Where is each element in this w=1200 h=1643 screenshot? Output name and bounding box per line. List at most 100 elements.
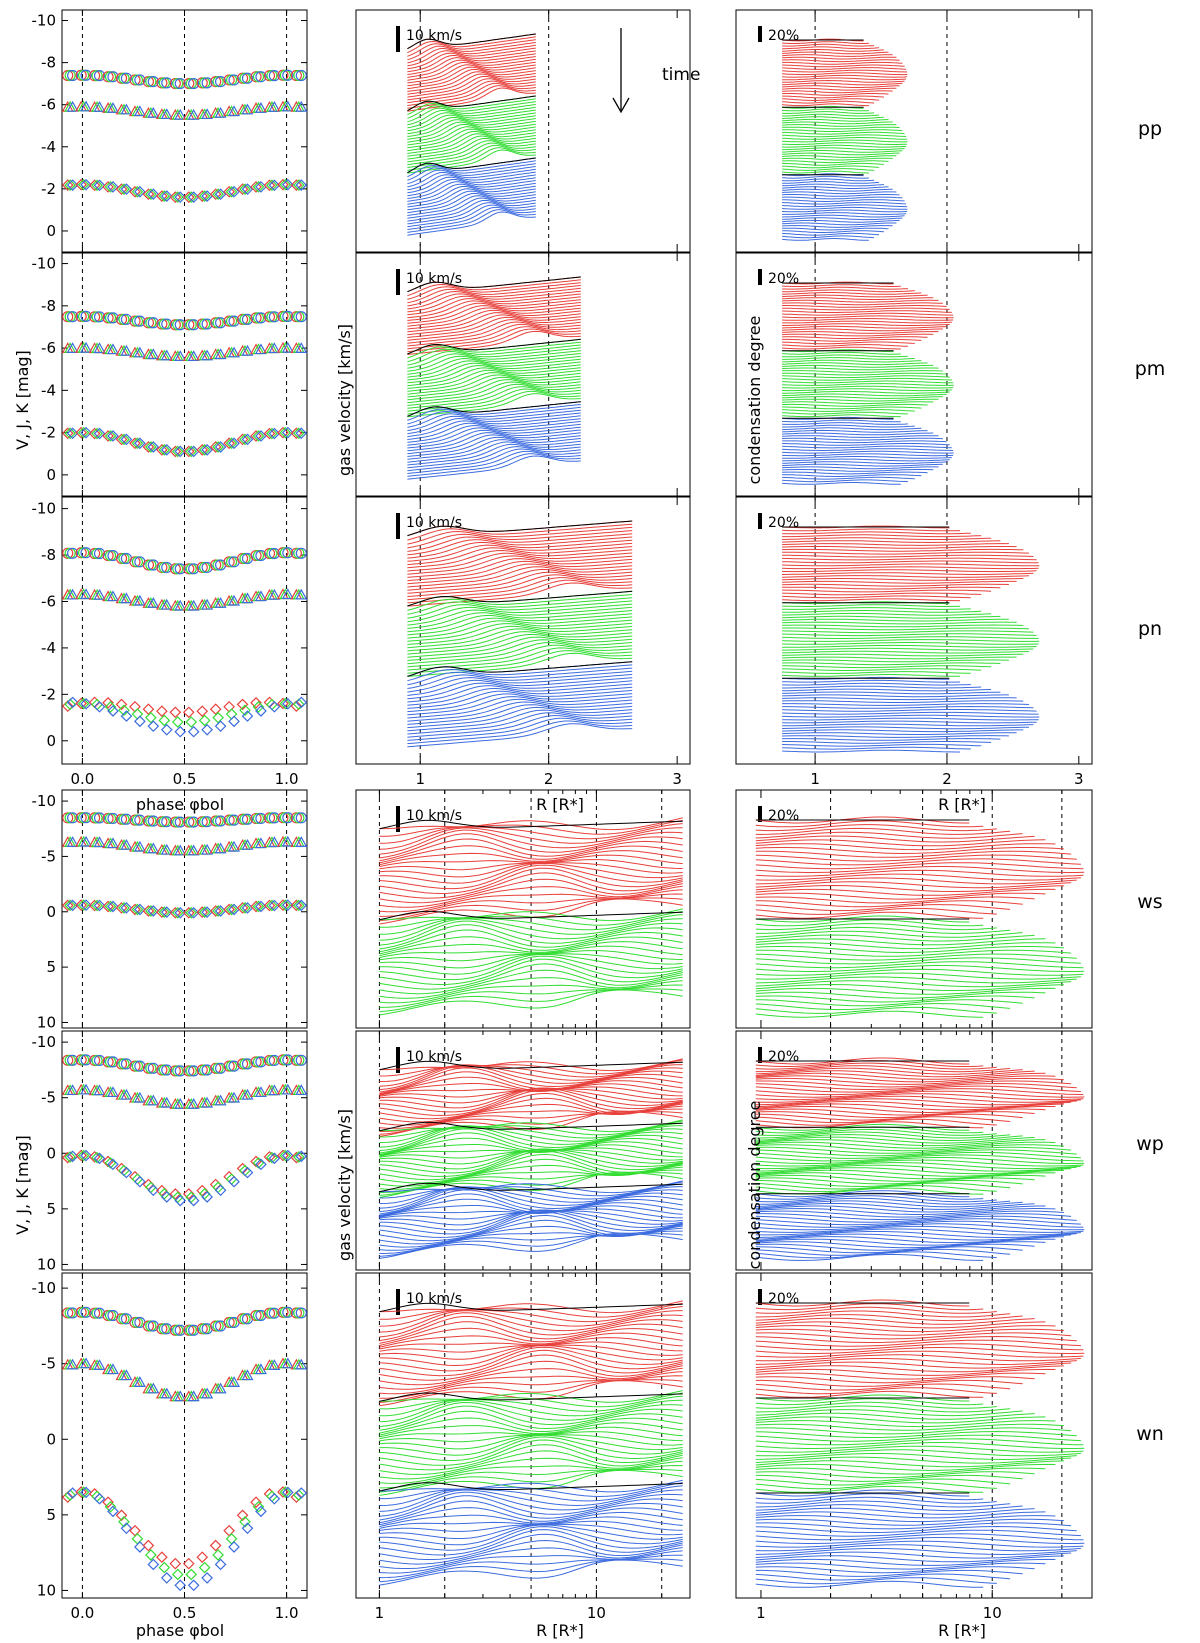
con-frame-pm xyxy=(735,252,1093,497)
mag-point-V xyxy=(75,1486,88,1498)
vel-curve xyxy=(379,1375,683,1399)
con-curve xyxy=(782,157,893,161)
mag-point-V xyxy=(201,444,213,456)
vel-frame-wp xyxy=(355,1030,691,1271)
mag-point-V xyxy=(88,179,101,192)
con-curve xyxy=(782,560,1039,564)
con-curve xyxy=(755,1409,1023,1417)
mag-point-V xyxy=(236,1509,249,1522)
con-curve xyxy=(782,196,903,200)
mag-point-V xyxy=(61,427,74,440)
con-curve xyxy=(782,162,884,166)
con-curve xyxy=(782,336,928,340)
con-curve xyxy=(755,1558,1056,1566)
mag-point-J xyxy=(187,1097,200,1109)
con-curve xyxy=(755,930,1023,938)
mag-point-J xyxy=(281,835,294,847)
mag-point-K xyxy=(145,815,157,827)
mag-point-V xyxy=(158,714,171,727)
con-curve xyxy=(755,942,1056,950)
con-curve xyxy=(755,1093,1084,1101)
mag-point-V xyxy=(281,1149,294,1162)
mag-point-J xyxy=(80,1357,93,1369)
mag-point-V xyxy=(171,1191,184,1204)
con-curve xyxy=(782,325,947,329)
vel-curve xyxy=(407,563,633,585)
mag-point-V xyxy=(118,183,130,196)
vel-curve xyxy=(407,188,536,208)
mag-point-V xyxy=(187,1579,200,1592)
con-curve xyxy=(755,1215,1077,1223)
mag-ytick-label: -10 xyxy=(32,12,57,30)
mag-point-K xyxy=(212,1062,224,1074)
mag-point-J xyxy=(147,1382,160,1394)
vel-curve xyxy=(407,448,581,472)
mag-point-J xyxy=(147,842,160,854)
mag-ytick-label: -6 xyxy=(41,339,56,357)
vel-curve xyxy=(379,1392,683,1410)
vel-curve xyxy=(379,1390,683,1403)
vel-scale-bar xyxy=(396,1289,400,1315)
vel-cycle-1 xyxy=(407,338,581,418)
con-curve xyxy=(782,49,884,52)
vel-curve xyxy=(379,1065,683,1091)
mag-point-K xyxy=(78,310,90,322)
vel-cycle-outline xyxy=(407,520,633,537)
con-curve xyxy=(782,427,922,431)
con-curve xyxy=(782,194,900,197)
con-curve xyxy=(755,1335,1077,1343)
vel-curve xyxy=(407,379,581,401)
mag-point-V xyxy=(129,903,141,916)
con-curve xyxy=(782,414,901,418)
con-curve xyxy=(755,1200,1023,1208)
mag-point-K xyxy=(199,318,211,330)
vel-curve xyxy=(379,1450,683,1475)
con-curve xyxy=(782,294,928,298)
con-scale-bar xyxy=(758,269,762,285)
vel-cycle-outline xyxy=(379,1182,683,1193)
mag-point-K xyxy=(282,812,294,824)
con-curve xyxy=(782,103,869,107)
con-curve xyxy=(782,100,875,104)
con-xtick-label: 10 xyxy=(983,1604,1002,1622)
con-curve xyxy=(755,1225,1084,1233)
con-curve xyxy=(782,69,908,73)
vel-curve xyxy=(379,989,683,1016)
mag-point-V xyxy=(75,899,88,911)
mag-ytick-label: -8 xyxy=(41,54,56,72)
vel-curve xyxy=(379,1058,683,1072)
con-curve xyxy=(782,735,1009,738)
mag-point-K xyxy=(120,72,133,84)
mag-point-J xyxy=(228,105,241,117)
mag-point-K xyxy=(107,312,119,324)
mag-point-V xyxy=(142,905,155,917)
mag-point-V xyxy=(266,1151,278,1164)
vel-ylabel-bottom: gas velocity [km/s] xyxy=(335,1109,354,1261)
vel-curve xyxy=(379,920,683,946)
mag-point-K xyxy=(252,312,265,324)
mag-point-J xyxy=(281,1357,294,1369)
mag-point-J xyxy=(120,1369,133,1381)
mag-point-K xyxy=(293,547,305,559)
mag-point-J xyxy=(133,840,146,852)
mag-point-V xyxy=(279,697,292,710)
con-curve xyxy=(782,422,908,425)
vel-curve xyxy=(407,299,581,319)
vel-cycle-0 xyxy=(407,520,633,607)
con-curve xyxy=(782,443,950,446)
mag-point-J xyxy=(147,1094,160,1106)
mag-point-K xyxy=(201,77,213,89)
con-curve xyxy=(782,435,939,439)
con-curve xyxy=(755,972,1081,980)
mag-point-K xyxy=(93,1307,106,1319)
mag-point-K xyxy=(266,1307,278,1319)
con-curve xyxy=(755,1241,1046,1249)
vel-curve xyxy=(407,47,536,67)
con-curve xyxy=(782,204,908,208)
mag-point-V xyxy=(292,1151,305,1163)
con-curve xyxy=(782,370,943,373)
mag-point-K xyxy=(266,1054,278,1067)
con-curve xyxy=(755,1223,1085,1231)
mag-point-K xyxy=(188,816,200,828)
vel-curve xyxy=(407,443,581,466)
